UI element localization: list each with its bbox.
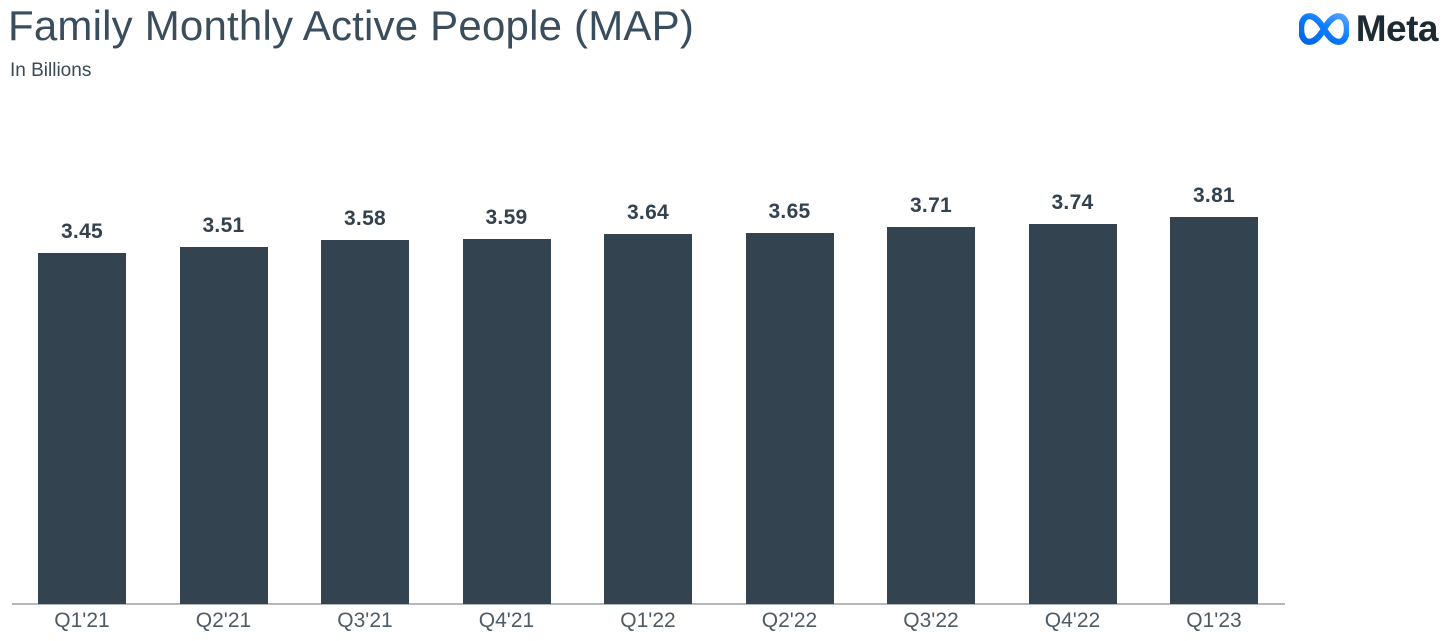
bar-value-label: 3.74 [1051, 190, 1094, 214]
x-axis-label: Q4'22 [1044, 609, 1101, 632]
meta-wordmark: Meta [1355, 8, 1439, 49]
bar [321, 239, 409, 604]
x-axis-label: Q1'21 [54, 609, 110, 632]
x-axis-label: Q3'21 [337, 609, 393, 632]
x-axis-label: Q2'22 [761, 609, 818, 632]
chart-subtitle: In Billions [10, 60, 92, 81]
bar-value-label: 3.81 [1192, 183, 1236, 207]
bar [179, 247, 268, 604]
bar [462, 238, 551, 604]
bar [38, 253, 126, 604]
x-axis-label: Q2'21 [195, 609, 252, 632]
x-axis-label: Q1'22 [620, 609, 676, 632]
bar-value-label: 3.45 [60, 220, 104, 244]
page-title: Family Monthly Active People (MAP) [8, 2, 695, 49]
x-axis-label: Q4'21 [478, 609, 535, 632]
bar-value-label: 3.71 [909, 193, 953, 217]
meta-infinity-icon [1298, 12, 1349, 45]
bar-value-label: 3.58 [343, 206, 387, 230]
bar-value-label: 3.59 [485, 205, 528, 229]
bar [1028, 223, 1117, 604]
meta-logo: Meta [1298, 8, 1439, 49]
bar-value-label: 3.65 [768, 199, 811, 223]
x-axis-label: Q3'22 [903, 609, 959, 632]
x-axis-line [12, 603, 1285, 605]
x-axis-label: Q1'23 [1186, 609, 1242, 632]
bar-value-label: 3.51 [202, 214, 245, 238]
bar [1170, 216, 1258, 604]
bar [604, 233, 692, 604]
bar [745, 232, 834, 604]
bar-value-label: 3.64 [626, 200, 670, 224]
bar [887, 226, 975, 604]
